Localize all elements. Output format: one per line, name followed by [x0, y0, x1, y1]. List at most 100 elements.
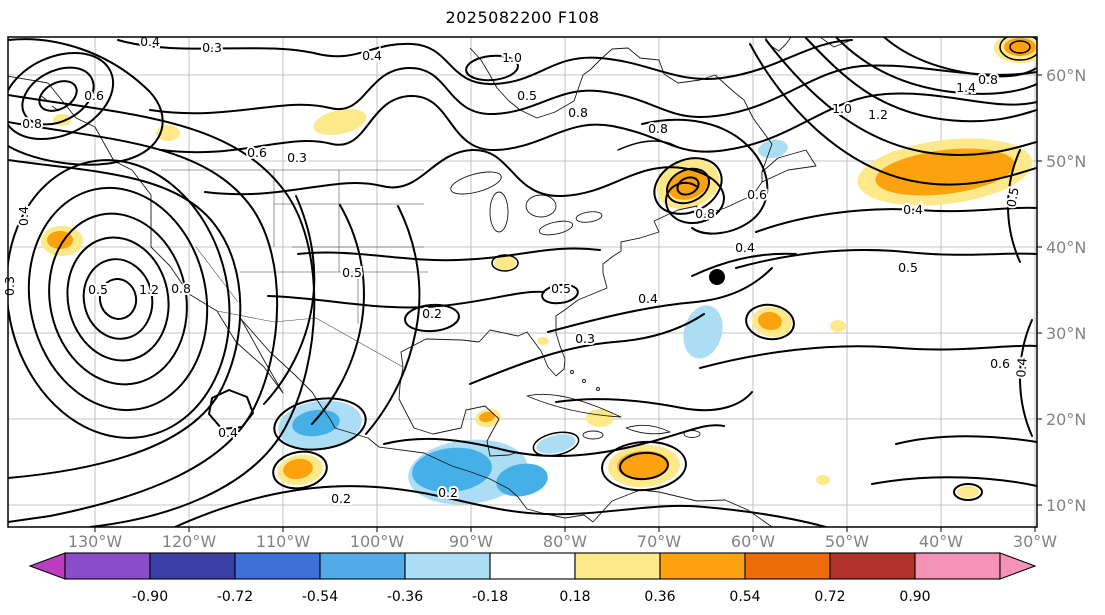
colorbar-tick-label: -0.18	[472, 589, 508, 605]
contour-line	[8, 38, 164, 166]
contour-label: 0.6	[747, 187, 767, 202]
coastline-labrador	[611, 47, 773, 173]
coastline-pacific	[8, 75, 218, 312]
colorbar-tick-label: 0.36	[644, 589, 675, 605]
contour-label: 0.3	[287, 150, 307, 165]
contour-line	[469, 313, 705, 385]
lat-tick-label: 20°N	[1046, 410, 1086, 429]
contour-label: 0.4	[16, 206, 31, 226]
contour-line	[8, 159, 242, 479]
colorbar-right-arrow	[999, 552, 1037, 580]
coastline-hispaniola	[625, 424, 671, 435]
lat-tick-label: 30°N	[1046, 324, 1086, 343]
contour-line	[465, 54, 519, 82]
contour-line	[871, 476, 1037, 487]
contour-line	[8, 51, 115, 141]
contour-line	[953, 483, 983, 501]
lon-tick-label: 130°W	[68, 532, 123, 551]
contour-label: 0.8	[978, 72, 998, 87]
contour-line	[267, 290, 545, 309]
contour-line	[555, 391, 753, 412]
state-border	[195, 246, 239, 303]
contour-line	[66, 236, 170, 362]
contour-label: 0.5	[342, 265, 362, 280]
contour-label: 0.3	[202, 40, 222, 55]
contour-line	[755, 206, 1037, 233]
shade-region	[875, 148, 1015, 196]
coastline-greenland2	[819, 37, 850, 48]
lat-tick-label: 60°N	[1046, 66, 1086, 85]
contour-label: 0.8	[568, 105, 588, 120]
lon-tick-label: 30°W	[1013, 532, 1057, 551]
contour-line	[676, 176, 700, 196]
lon-tick-label: 60°W	[731, 532, 775, 551]
colorbar-cell	[149, 552, 236, 580]
contour-line	[883, 37, 1037, 78]
lake-ontario	[575, 211, 603, 223]
contour-line	[765, 39, 1037, 156]
contour-line	[532, 431, 580, 457]
contour-label: 0.2	[422, 306, 442, 321]
contour-label: 0.8	[171, 281, 191, 296]
contour-line	[117, 39, 853, 86]
point-marker	[709, 269, 725, 285]
contour-line	[38, 80, 78, 112]
contour-label: 1.2	[868, 107, 888, 122]
shade-region	[412, 447, 492, 493]
contour-label: 0.2	[331, 491, 351, 506]
contour-label: 0.5	[88, 282, 108, 297]
contour-label: 0.8	[22, 116, 42, 131]
colorbar-tick-label: -0.54	[302, 589, 338, 605]
contour-line	[208, 389, 254, 430]
contour-line	[641, 118, 769, 235]
coastline-baja	[216, 310, 284, 394]
colorbar-tick-label: -0.36	[387, 589, 423, 605]
shade-region	[313, 108, 367, 136]
contour-label: 0.5	[1003, 186, 1021, 208]
contour-line	[745, 303, 795, 341]
contour-line	[82, 258, 154, 340]
lon-tick-label: 50°W	[825, 532, 869, 551]
contour-line	[617, 140, 677, 151]
contour-layer	[8, 37, 1037, 527]
contour-line	[48, 212, 188, 386]
contour-label: 0.4	[735, 240, 755, 255]
contour-line	[297, 247, 601, 262]
shade-region	[830, 320, 846, 332]
contour-line	[273, 397, 367, 451]
contour-line	[835, 37, 1037, 95]
shade-region	[957, 486, 979, 498]
colorbar-cell	[914, 552, 1001, 580]
coastline-gulf-us	[400, 329, 557, 377]
contour-label: 0.8	[695, 206, 715, 221]
contour-line	[311, 204, 365, 425]
lat-tick-label: 10°N	[1046, 496, 1086, 515]
contour-line	[601, 440, 687, 492]
colorbar-cell	[829, 552, 916, 580]
contour-line	[365, 205, 421, 435]
shade-region	[283, 458, 313, 480]
contour-line	[691, 252, 797, 277]
contour-line	[149, 64, 1037, 118]
lake-huron	[525, 194, 557, 218]
coastline-jamaica	[582, 430, 604, 440]
colorbar-tick-label: 0.72	[814, 589, 845, 605]
anomaly-shading-layer	[41, 37, 1037, 505]
lake-michigan	[489, 191, 509, 233]
colorbar: -0.90 -0.72 -0.54 -0.36 -0.18 0.18 0.36 0.54 0.7…	[28, 552, 1037, 605]
colorbar-cell	[744, 552, 831, 580]
contour-line	[895, 435, 1037, 445]
colorbar-cell	[319, 552, 406, 580]
coastline-south-america	[592, 489, 773, 527]
contour-label: 0.2	[438, 485, 458, 500]
colorbar-tick-label: -0.90	[132, 589, 168, 605]
lon-tick-label: 80°W	[543, 532, 587, 551]
contour-line	[161, 92, 1037, 154]
colorbar-cell	[659, 552, 746, 580]
coastline-hudson-bay	[469, 47, 613, 119]
contour-label: 1.0	[832, 101, 852, 116]
contour-label: 0.3	[2, 276, 17, 296]
colorbar-tick-label: -0.72	[217, 589, 253, 605]
contour-line	[174, 485, 827, 527]
contour-line	[8, 159, 231, 439]
